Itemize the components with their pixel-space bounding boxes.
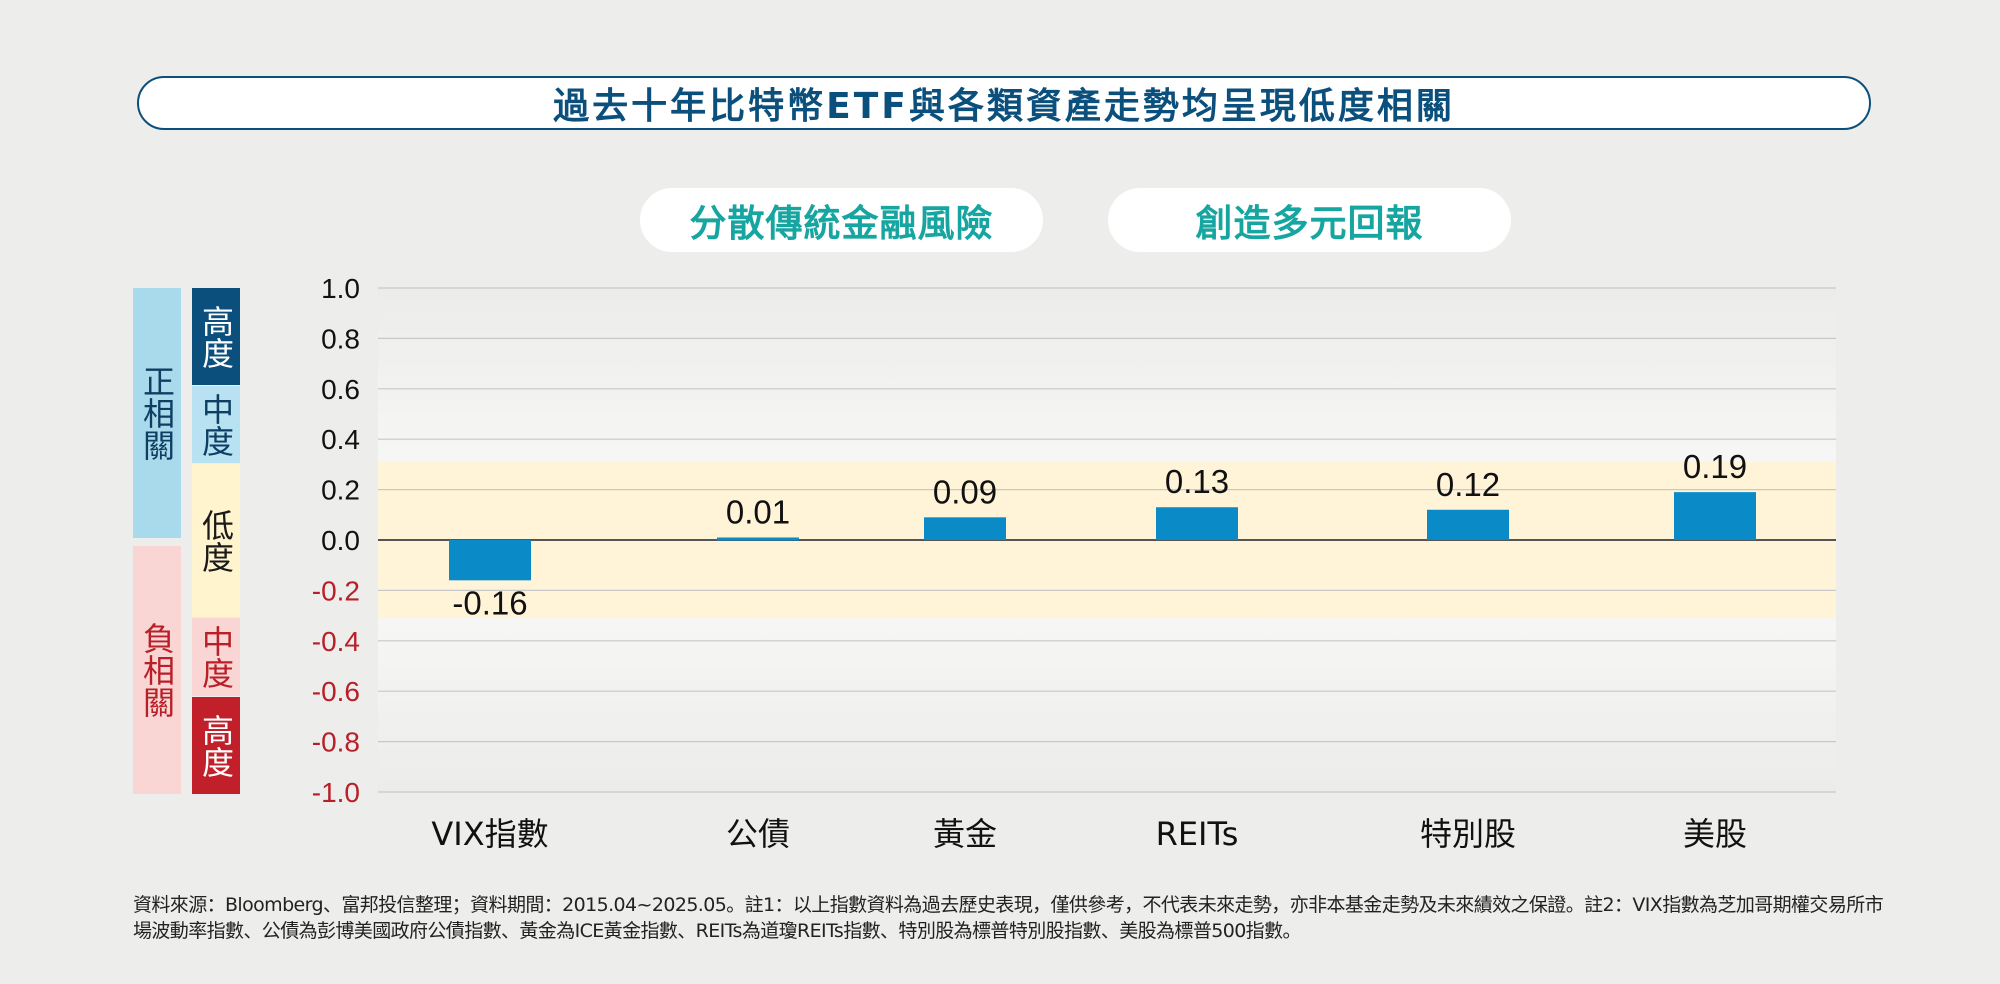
y-tick-label: -1.0 bbox=[312, 777, 360, 808]
data-label: -0.16 bbox=[452, 584, 527, 621]
y-tick-label: -0.2 bbox=[312, 575, 360, 606]
y-tick-label: 0.8 bbox=[321, 323, 360, 354]
data-label: 0.13 bbox=[1165, 463, 1229, 500]
bar bbox=[1427, 509, 1509, 540]
x-tick-label: 黃金 bbox=[933, 815, 997, 853]
data-label: 0.12 bbox=[1436, 466, 1500, 503]
y-tick-label: 0.4 bbox=[321, 424, 360, 455]
high-positive-label: 高度 bbox=[192, 288, 240, 385]
y-tick-label: 0.0 bbox=[321, 525, 360, 556]
footnote: 資料來源：Bloomberg、富邦投信整理；資料期間：2015.04~2025.… bbox=[133, 894, 1884, 942]
y-tick-label: 0.2 bbox=[321, 475, 360, 506]
bar bbox=[1674, 492, 1756, 540]
y-tick-label: -0.8 bbox=[312, 727, 360, 758]
bar bbox=[924, 517, 1006, 540]
positive-correlation-label: 正相關 bbox=[133, 288, 181, 538]
moderate-positive-label: 中度 bbox=[192, 386, 240, 463]
moderate-negative-label: 中度 bbox=[192, 618, 240, 696]
chart-title: 過去十年比特幣ETF與各類資產走勢均呈現低度相關 bbox=[137, 76, 1871, 130]
y-tick-label: 1.0 bbox=[321, 273, 360, 304]
data-label: 0.19 bbox=[1683, 448, 1747, 485]
y-tick-label: 0.6 bbox=[321, 374, 360, 405]
correlation-bar-chart: 1.0 0.8 0.6 0.4 0.2 0.0 -0.2 -0.4 -0.6 -0.8 -1.0 -… bbox=[312, 273, 1836, 853]
bar bbox=[1156, 507, 1238, 540]
y-tick-label: -0.4 bbox=[312, 626, 360, 657]
high-negative-label: 高度 bbox=[192, 697, 240, 794]
data-label: 0.01 bbox=[726, 493, 790, 530]
x-tick-label: 公債 bbox=[726, 815, 790, 853]
tag-diverse-returns: 創造多元回報 bbox=[1108, 188, 1511, 252]
y-tick-label: -0.6 bbox=[312, 676, 360, 707]
x-tick-label: VIX指數 bbox=[431, 815, 548, 853]
data-label: 0.09 bbox=[933, 473, 997, 510]
x-tick-label: 特別股 bbox=[1420, 815, 1516, 853]
negative-correlation-label: 負相關 bbox=[133, 546, 181, 794]
bar bbox=[717, 537, 799, 541]
x-tick-label: REITs bbox=[1156, 815, 1239, 853]
x-tick-label: 美股 bbox=[1683, 815, 1747, 853]
low-correlation-label: 低度 bbox=[192, 464, 240, 617]
tag-diversify-risk: 分散傳統金融風險 bbox=[640, 188, 1043, 252]
bar bbox=[449, 540, 531, 581]
